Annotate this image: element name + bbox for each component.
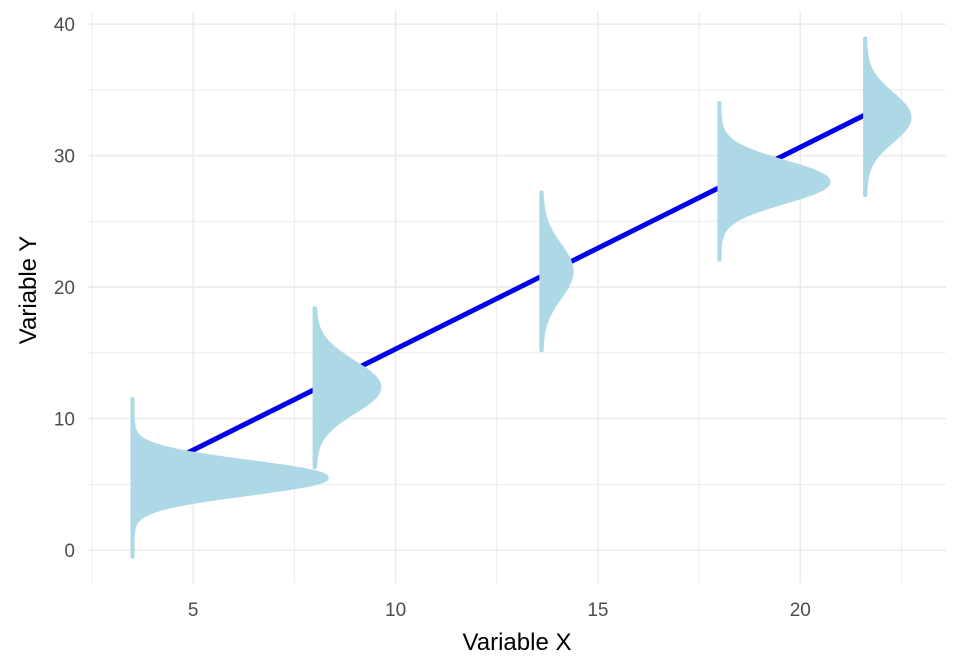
y-tick-label: 10 (54, 410, 75, 431)
x-axis-ticks: 5 10 15 20 (188, 600, 811, 621)
x-axis-title: Variable X (463, 629, 572, 656)
x-tick-label: 5 (188, 600, 199, 621)
chart-marks (130, 36, 912, 559)
y-tick-label: 20 (54, 278, 75, 299)
y-tick-label: 30 (54, 147, 75, 168)
density-shape (863, 36, 912, 198)
x-tick-label: 15 (587, 600, 608, 621)
y-axis-ticks: 0 10 20 30 40 (54, 15, 75, 562)
y-axis-title: Variable Y (15, 236, 42, 345)
density-shape (717, 101, 831, 262)
density-shape (130, 396, 329, 559)
y-tick-label: 0 (64, 541, 75, 562)
density-shape (312, 306, 382, 470)
density-shape (539, 190, 574, 353)
x-tick-label: 10 (385, 600, 406, 621)
y-tick-label: 40 (54, 15, 75, 36)
x-tick-label: 20 (790, 600, 811, 621)
